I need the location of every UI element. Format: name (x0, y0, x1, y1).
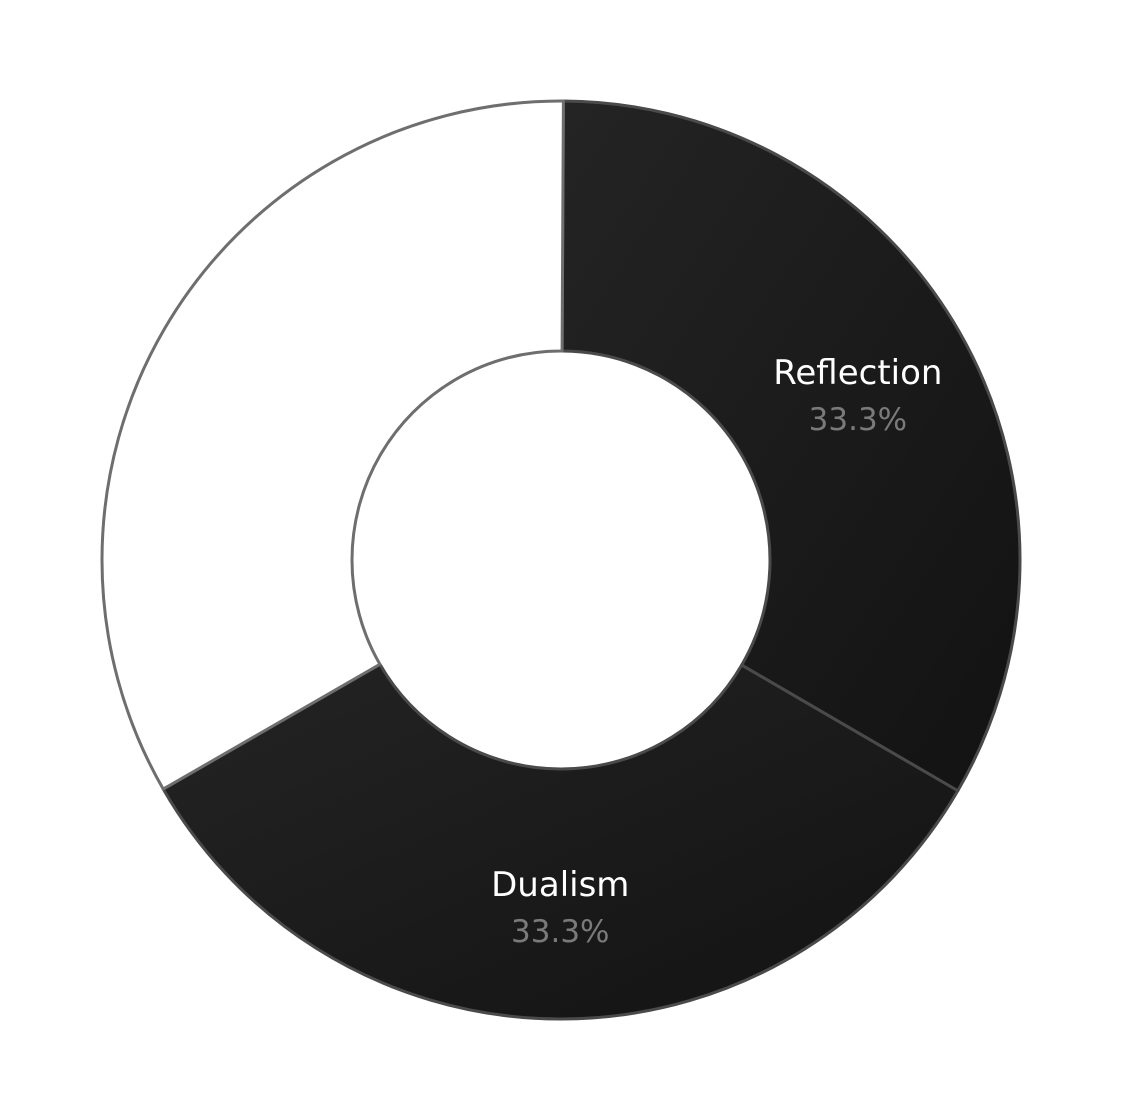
slice-label-reflection: Reflection (773, 353, 942, 393)
donut-slices (100, 99, 1022, 1021)
slice-label-dualism: Dualism (491, 865, 629, 905)
slice-value-reflection: 33.3% (809, 402, 907, 438)
donut-labels: Reflection 33.3% Dualism 33.3% (491, 353, 942, 950)
slice-value-dualism: 33.3% (511, 914, 609, 950)
donut-slice-dualism (161, 662, 960, 1021)
donut-slice-reflection (560, 99, 1022, 793)
donut-slice-blank (100, 99, 565, 791)
